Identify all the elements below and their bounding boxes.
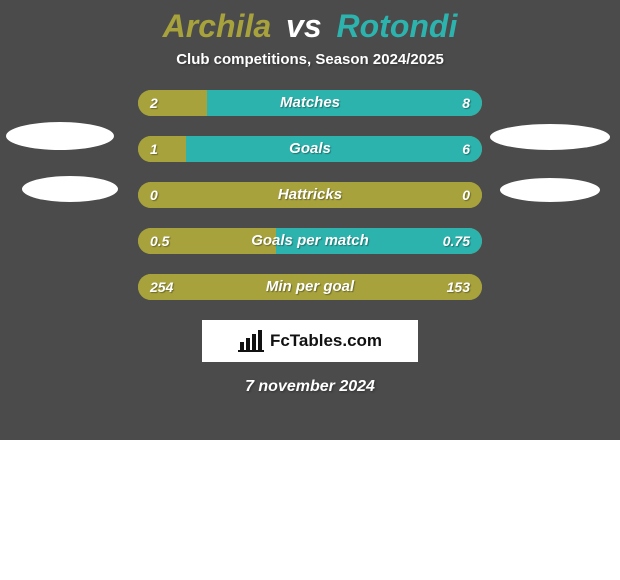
stat-value-right: 6 xyxy=(462,136,470,162)
subtitle: Club competitions, Season 2024/2025 xyxy=(0,51,620,68)
stat-label: Matches xyxy=(138,90,482,116)
title-player1: Archila xyxy=(163,8,271,44)
stat-value-left: 2 xyxy=(150,90,158,116)
branding-box: FcTables.com xyxy=(202,320,418,362)
stat-row: Min per goal254 153 xyxy=(138,274,482,300)
stat-value-left: 0 xyxy=(150,182,158,208)
team-badge-left-1 xyxy=(6,122,114,150)
team-badge-left-2 xyxy=(22,176,118,202)
stat-value-left: 1 xyxy=(150,136,158,162)
branding-text: FcTables.com xyxy=(270,331,382,351)
stat-label: Goals xyxy=(138,136,482,162)
stat-row: Hattricks0 0 xyxy=(138,182,482,208)
stat-value-left: 254 xyxy=(150,274,173,300)
title-player2: Rotondi xyxy=(337,8,458,44)
stat-value-left: 0.5 xyxy=(150,228,169,254)
stat-value-right: 153 xyxy=(447,274,470,300)
stat-row: Goals1 6 xyxy=(138,136,482,162)
stat-label: Goals per match xyxy=(138,228,482,254)
bar-chart-icon xyxy=(238,330,264,352)
comparison-panel: Archila vs Rotondi Club competitions, Se… xyxy=(0,0,620,440)
stat-value-right: 0.75 xyxy=(443,228,470,254)
team-badge-right-1 xyxy=(490,124,610,150)
stat-row: Goals per match0.5 0.75 xyxy=(138,228,482,254)
team-badge-right-2 xyxy=(500,178,600,202)
stat-value-right: 8 xyxy=(462,90,470,116)
stat-label: Hattricks xyxy=(138,182,482,208)
stat-row: Matches2 8 xyxy=(138,90,482,116)
stat-rows-container: Matches2 8 Goals1 6 Hattricks0 0 Goals per mat… xyxy=(138,90,482,300)
date-label: 7 november 2024 xyxy=(0,378,620,396)
stat-value-right: 0 xyxy=(462,182,470,208)
page-title: Archila vs Rotondi xyxy=(0,0,620,51)
title-vs: vs xyxy=(286,8,322,44)
stat-label: Min per goal xyxy=(138,274,482,300)
